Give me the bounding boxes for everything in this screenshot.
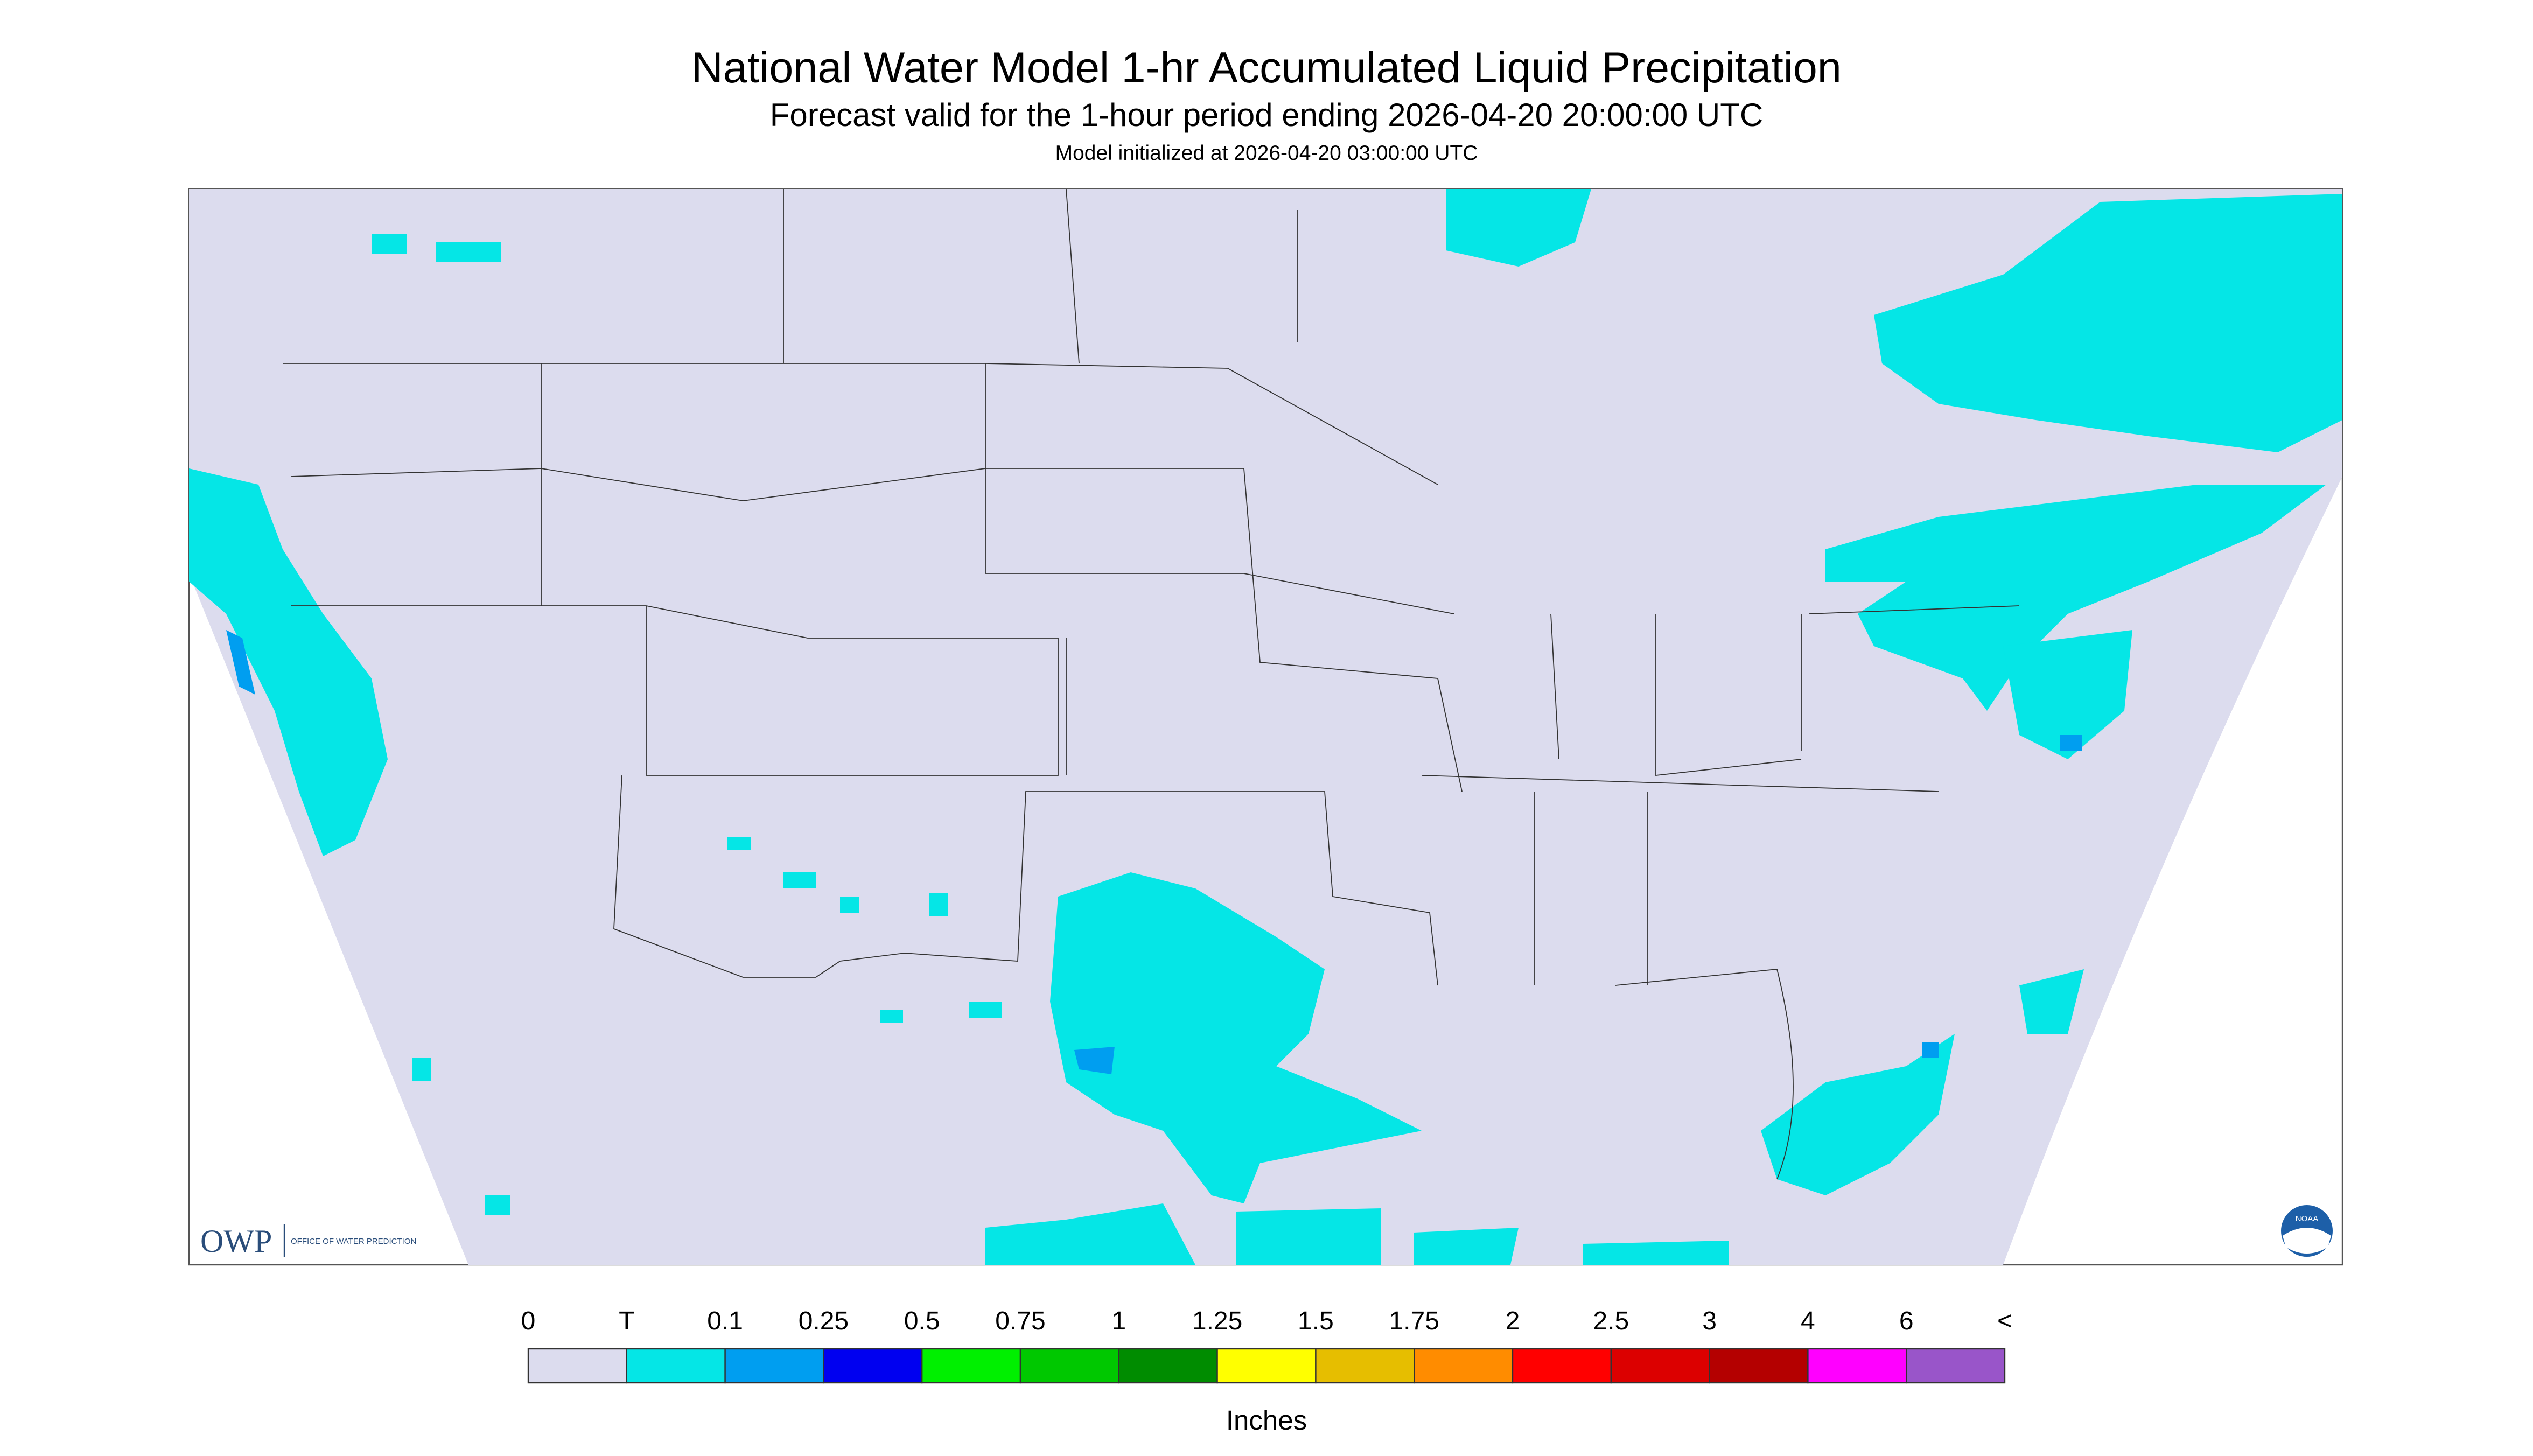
legend-label: < <box>1997 1307 2012 1335</box>
precip-light <box>226 630 2082 1075</box>
legend-swatch <box>823 1348 923 1384</box>
legend-label: 0.25 <box>799 1307 849 1335</box>
noaa-logo: NOAA <box>2281 1205 2333 1257</box>
init-time: Model initialized at 2026-04-20 03:00:00… <box>1055 142 1478 165</box>
legend-swatch <box>724 1348 824 1384</box>
legend-swatch <box>1315 1348 1415 1384</box>
legend-swatch <box>1118 1348 1218 1384</box>
legend-label: 6 <box>1899 1307 1914 1335</box>
legend-swatch <box>1414 1348 1514 1384</box>
owp-mark: OWP <box>200 1223 272 1259</box>
legend-label: 0.75 <box>995 1307 1045 1335</box>
legend-swatch <box>1905 1348 2006 1384</box>
legend: 0 T 0.1 0.25 0.5 0.75 1 1.25 1.5 1.75 2 2.5 3 4 6 < <box>521 1307 2012 1384</box>
legend-swatch <box>527 1348 628 1384</box>
boundaries <box>283 188 2020 1180</box>
legend-swatch <box>1019 1348 1120 1384</box>
noaa-text: NOAA <box>2296 1214 2319 1223</box>
map <box>188 188 2343 1266</box>
legend-label: 1 <box>1111 1307 1126 1335</box>
legend-label: 0.1 <box>707 1307 743 1335</box>
legend-label: 2 <box>1506 1307 1520 1335</box>
legend-label: 0 <box>521 1307 536 1335</box>
legend-label: 2.5 <box>1593 1307 1629 1335</box>
precip-trace <box>189 189 2342 1265</box>
legend-swatch <box>921 1348 1021 1384</box>
legend-label: 0.5 <box>904 1307 940 1335</box>
legend-unit: Inches <box>1226 1405 1307 1436</box>
legend-swatch <box>1512 1348 1612 1384</box>
legend-label: 4 <box>1801 1307 1815 1335</box>
land-domain <box>189 189 2342 1265</box>
legend-label: 1.25 <box>1192 1307 1242 1335</box>
legend-label: 3 <box>1702 1307 1717 1335</box>
legend-swatch <box>626 1348 726 1384</box>
legend-label: 1.5 <box>1298 1307 1334 1335</box>
subtitle: Forecast valid for the 1-hour period end… <box>770 97 1763 133</box>
legend-swatch <box>1610 1348 1710 1384</box>
legend-swatch <box>1216 1348 1317 1384</box>
legend-label: 1.75 <box>1389 1307 1439 1335</box>
legend-swatch <box>1709 1348 1809 1384</box>
noaa-wave <box>2283 1228 2331 1254</box>
legend-swatch <box>1807 1348 1907 1384</box>
legend-label: T <box>619 1307 634 1335</box>
owp-logo: OWP OFFICE OF WATER PREDICTION <box>200 1223 416 1259</box>
owp-name: OFFICE OF WATER PREDICTION <box>291 1237 416 1246</box>
title: National Water Model 1-hr Accumulated Li… <box>691 44 1842 92</box>
